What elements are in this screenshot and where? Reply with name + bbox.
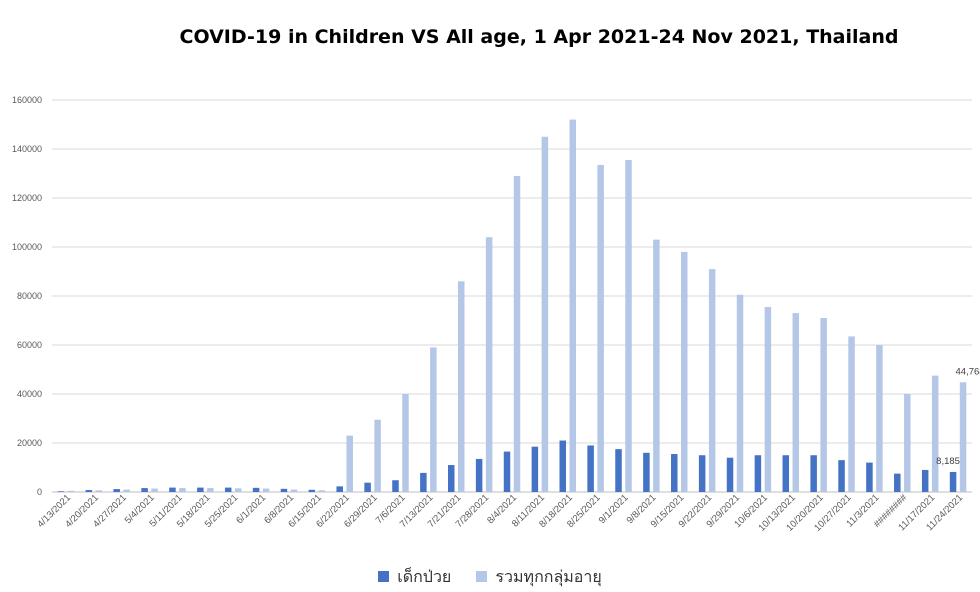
bar-all-age [708, 269, 716, 492]
bar-all-age [318, 490, 326, 492]
bar-children [392, 480, 399, 492]
bar-children [838, 460, 845, 492]
data-label: 44,768 [956, 366, 980, 377]
bar-children [224, 487, 232, 492]
bar-children [503, 451, 511, 492]
bar-children [420, 472, 427, 492]
y-tick-label: 80000 [17, 291, 42, 301]
x-tick-label: 6/1/2021 [234, 492, 268, 526]
bar-all-age [67, 490, 75, 492]
bar-children [85, 490, 93, 492]
legend-label-all-age: รวมทุกกลุ่มอายุ [495, 567, 602, 586]
bar-all-age [820, 318, 827, 492]
bar-children [280, 488, 288, 492]
bar-children [949, 471, 957, 492]
bar-all-age [123, 489, 130, 492]
bar-all-age [764, 307, 772, 492]
bar-all-age [234, 488, 242, 492]
bar-children [894, 473, 901, 492]
bar-children [671, 454, 678, 492]
bar-children [726, 457, 734, 492]
bar-children [197, 487, 204, 492]
y-tick-label: 0 [37, 487, 42, 497]
bar-children [447, 465, 455, 492]
bar-all-age [876, 345, 883, 492]
x-tick-label: 9/1/2021 [597, 492, 631, 526]
bar-children [57, 491, 65, 492]
bar-all-age [179, 488, 186, 492]
bar-children [559, 440, 567, 492]
bar-children [643, 452, 650, 492]
bar-chart: 0 20000 40000 60000 80000 100000 120000 140000 1… [12, 95, 980, 534]
data-label: 8,185 [936, 456, 960, 467]
bar-children [169, 487, 176, 492]
bar-children [364, 482, 371, 492]
bar-children [475, 458, 483, 492]
bar-all-age [262, 488, 270, 492]
bar-all-age [430, 347, 437, 492]
bar-children [308, 489, 316, 492]
chart-title: COVID-19 in Children VS All age, 1 Apr 2… [179, 26, 899, 48]
bar-all-age [513, 175, 521, 492]
bar-all-age [207, 488, 214, 492]
bar-all-age [569, 119, 577, 492]
bar-all-age [681, 251, 688, 492]
bar-all-age [457, 281, 465, 492]
bar-children [252, 487, 260, 492]
y-tick-label: 60000 [17, 340, 42, 350]
y-tick-label: 160000 [12, 95, 42, 105]
bar-children [866, 462, 873, 492]
bar-all-age [904, 394, 911, 492]
legend-item-all-age: รวมทุกกลุ่มอายุ [476, 565, 602, 590]
bar-all-age [485, 237, 493, 492]
bar-all-age [625, 160, 632, 492]
y-tick-label: 140000 [12, 144, 42, 154]
bar-children [782, 455, 790, 492]
bar-children [921, 469, 929, 492]
legend-swatch-all-age [476, 571, 488, 582]
bar-children [810, 455, 817, 492]
bar-all-age [848, 336, 855, 492]
bar-children [698, 455, 706, 492]
bar-all-age [151, 488, 158, 492]
bar-children [336, 486, 343, 492]
legend-item-children: เด็กป่วย [378, 565, 451, 590]
y-tick-label: 100000 [12, 242, 42, 252]
bar-children [587, 445, 594, 492]
bar-all-age [597, 164, 604, 493]
y-tick-label: 120000 [12, 193, 42, 203]
bar-all-age [653, 239, 660, 492]
bar-all-age [931, 375, 939, 492]
bar-all-age [959, 382, 967, 492]
bar-children [754, 455, 762, 492]
y-tick-label: 40000 [17, 389, 42, 399]
bar-all-age [402, 394, 409, 492]
bar-all-age [792, 313, 800, 492]
bar-children [615, 449, 622, 492]
bar-children [141, 488, 148, 492]
bar-children [531, 446, 539, 492]
bar-children [113, 489, 120, 492]
bar-all-age [374, 419, 381, 492]
bar-all-age [346, 435, 353, 492]
legend-swatch-children [378, 571, 390, 582]
bar-all-age [290, 489, 298, 492]
legend-label-children: เด็กป่วย [397, 567, 452, 586]
y-tick-label: 20000 [17, 438, 42, 448]
bar-all-age [541, 136, 549, 492]
legend: เด็กป่วย รวมทุกกลุ่มอายุ [0, 565, 980, 590]
bar-all-age [736, 294, 744, 492]
bar-all-age [95, 490, 103, 492]
